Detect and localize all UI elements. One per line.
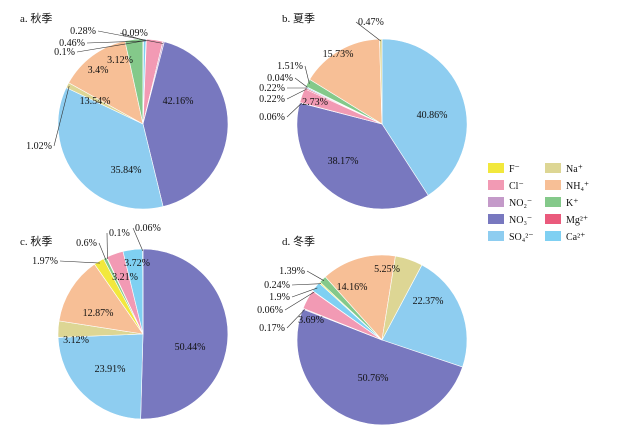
slice-data-label: 23.91%	[95, 364, 126, 375]
legend-swatch	[488, 180, 504, 190]
slice-data-label: 12.87%	[83, 308, 114, 319]
leader-line	[305, 66, 309, 84]
slice-data-label: 35.84%	[111, 165, 142, 176]
legend-swatch	[545, 163, 561, 173]
pie-chart-2: b. 夏季40.86%38.17%0.06%2.73%0.22%0.22%0.0…	[259, 12, 467, 209]
legend-label: SO₄²⁻	[509, 232, 534, 243]
legend-label: NO₃⁻	[509, 215, 532, 226]
leader-line	[99, 243, 106, 260]
slice-data-label: 3.12%	[63, 335, 89, 346]
slice-data-label: 0.22%	[259, 83, 285, 94]
slice-data-label: 3.72%	[124, 258, 150, 269]
legend-swatch	[545, 197, 561, 207]
slice-data-label: 3.69%	[298, 315, 324, 326]
slice-data-label: 0.1%	[109, 228, 130, 239]
legend-label: NO₂⁻	[509, 198, 532, 209]
legend-item: Mg²⁺	[545, 214, 588, 226]
slice-data-label: 1.02%	[26, 141, 52, 152]
slice-data-label: 2.73%	[302, 97, 328, 108]
slice-data-label: 42.16%	[163, 96, 194, 107]
chart-title: a. 秋季	[20, 11, 52, 25]
slice-data-label: 50.44%	[175, 342, 206, 353]
legend-item: NO₂⁻	[488, 197, 532, 209]
legend: F⁻ Na⁺ Cl⁻ NH₄⁺ NO₂⁻ K⁺ NO₃⁻ Mg²⁺ SO₄²⁻ Ca²⁺	[488, 163, 589, 243]
slice-data-label: 0.09%	[122, 28, 148, 39]
leader-line	[295, 78, 308, 87]
slice-data-label: 0.22%	[259, 94, 285, 105]
slice-data-label: 40.86%	[417, 110, 448, 121]
legend-swatch	[488, 163, 504, 173]
slice-data-label: 3.12%	[107, 55, 133, 66]
slice-data-label: 0.6%	[76, 238, 97, 249]
pie-chart-3: c. 秋季 50.44% 23.91% 3.12% 12.87% 1.97% 0.6% 0.1…	[20, 223, 228, 419]
slice-data-label: 15.73%	[323, 49, 354, 60]
legend-label: Na⁺	[566, 164, 583, 175]
chart-title: d. 冬季	[282, 234, 315, 248]
pie-slice	[58, 334, 143, 419]
legend-label: K⁺	[566, 198, 579, 209]
slice-data-label: 0.47%	[358, 17, 384, 28]
legend-item: NO₃⁻	[488, 214, 532, 226]
slice-data-label: 0.46%	[59, 38, 85, 49]
slice-data-label: 0.24%	[264, 280, 290, 291]
slice-data-label: 5.25%	[374, 264, 400, 275]
slice-data-label: 0.28%	[70, 26, 96, 37]
slice-data-label: 1.39%	[279, 266, 305, 277]
slice-data-label: 1.97%	[32, 256, 58, 267]
legend-label: F⁻	[509, 164, 520, 175]
legend-swatch	[545, 214, 561, 224]
slice-data-label: 38.17%	[328, 156, 359, 167]
slice-data-label: 0.06%	[259, 112, 285, 123]
slice-data-label: 0.06%	[257, 305, 283, 316]
pie-slice	[141, 249, 228, 419]
legend-item: Na⁺	[545, 163, 583, 175]
leader-line	[60, 261, 100, 263]
slice-data-label: 0.06%	[135, 223, 161, 234]
leader-line	[292, 284, 321, 285]
chart-title: b. 夏季	[282, 12, 315, 25]
slice-data-label: 3.4%	[88, 65, 109, 76]
legend-swatch	[488, 231, 504, 241]
pie-chart-4: d. 冬季 22.37% 50.76% 0.17% 3.69% 0.06% 1.9%0.24…	[257, 234, 467, 425]
legend-item: K⁺	[545, 197, 579, 209]
slice-data-label: 13.54%	[80, 96, 111, 107]
legend-label: Ca²⁺	[566, 232, 585, 243]
chart-title: c. 秋季	[20, 234, 52, 248]
legend-item: SO₄²⁻	[488, 231, 534, 243]
slice-data-label: 22.37%	[413, 296, 444, 307]
slice-data-label: 1.51%	[277, 61, 303, 72]
legend-item: Cl⁻	[488, 180, 524, 192]
slice-data-label: 1.9%	[269, 292, 290, 303]
legend-label: Mg²⁺	[566, 215, 588, 226]
legend-item: NH₄⁺	[545, 180, 589, 192]
slice-data-label: 0.04%	[267, 73, 293, 84]
legend-label: Cl⁻	[509, 181, 524, 192]
slice-data-label: 0.17%	[259, 323, 285, 334]
pie-chart-1: a. 秋季 0.09% 3.12% 0.28% 42.16% 35.84% 1.02% 13.…	[20, 11, 228, 209]
legend-swatch	[545, 180, 561, 190]
legend-swatch	[488, 214, 504, 224]
leader-line	[307, 271, 324, 281]
legend-item: Ca²⁺	[545, 231, 585, 243]
legend-label: NH₄⁺	[566, 181, 589, 192]
legend-swatch	[488, 197, 504, 207]
slice-data-label: 14.16%	[337, 282, 368, 293]
legend-item: F⁻	[488, 163, 520, 175]
slice-data-label: 3.21%	[112, 272, 138, 283]
pie-charts: a. 秋季 0.09% 3.12% 0.28% 42.16% 35.84% 1.02% 13.…	[20, 11, 467, 425]
slice-data-label: 50.76%	[358, 373, 389, 384]
legend-swatch	[545, 231, 561, 241]
